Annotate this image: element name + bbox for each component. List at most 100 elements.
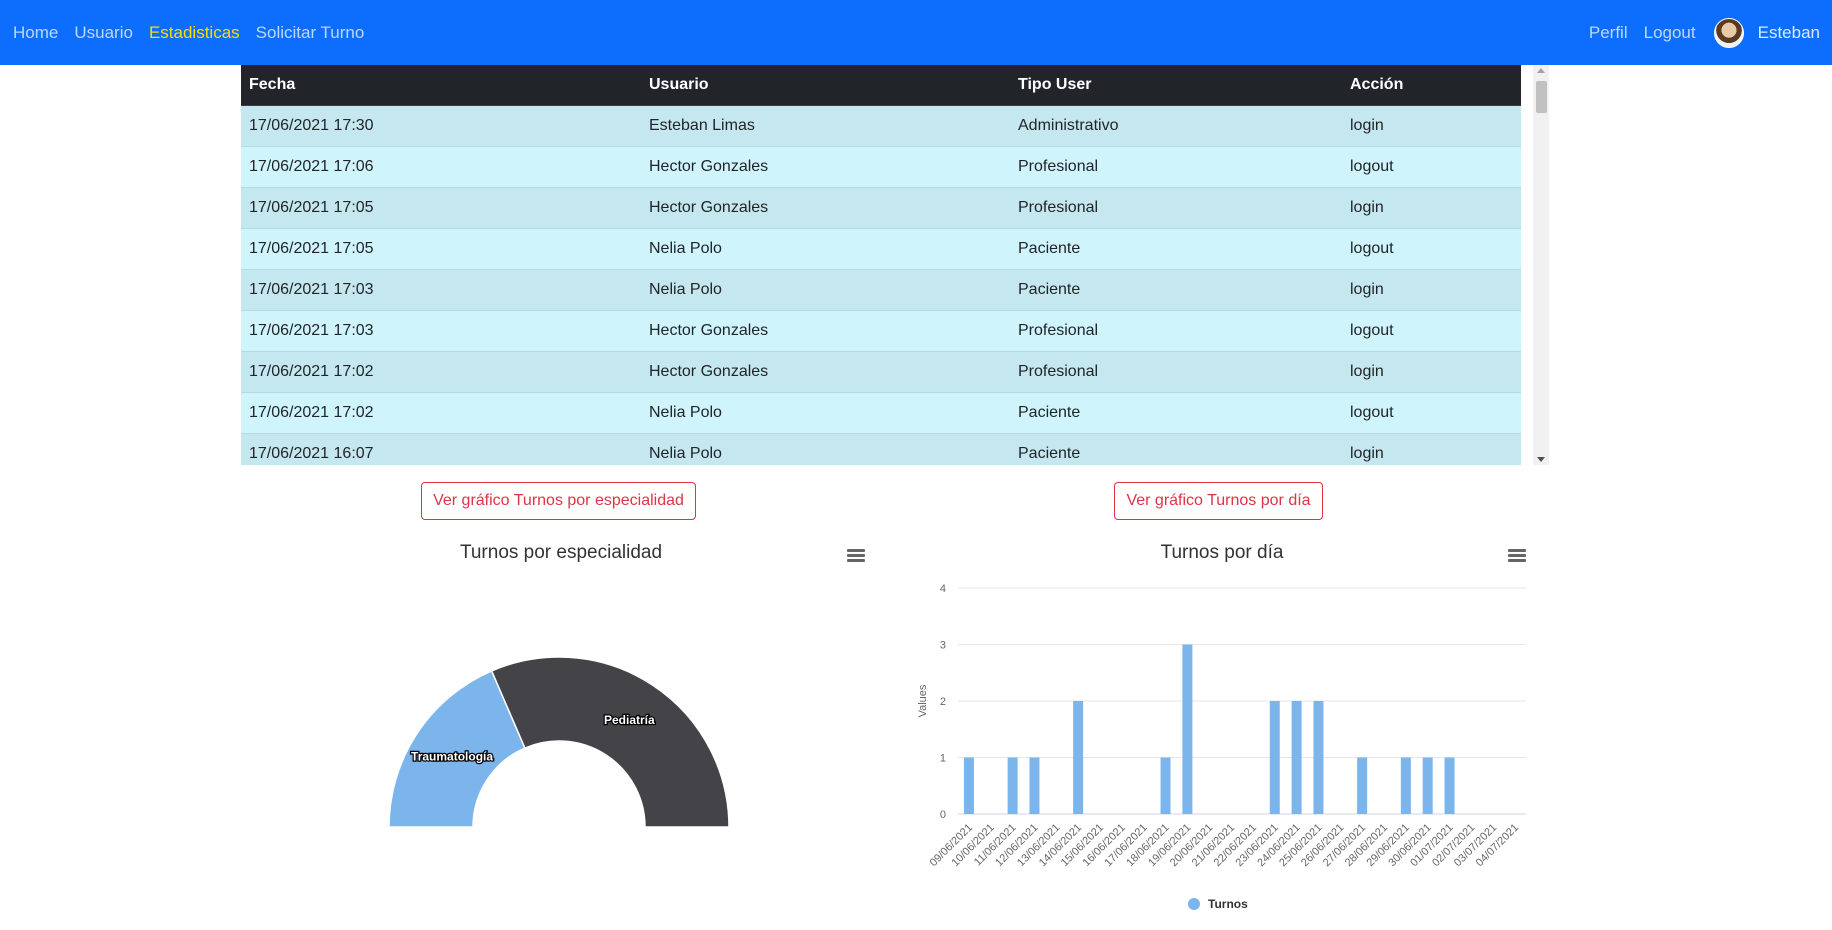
y-tick-label: 1 xyxy=(940,753,946,765)
cell-tipo-user: Administrativo xyxy=(1010,104,1342,146)
cell-fecha: 17/06/2021 17:03 xyxy=(241,309,641,351)
cell-tipo-user: Profesional xyxy=(1010,350,1342,392)
cell-accion: login xyxy=(1342,432,1521,465)
cell-tipo-user: Paciente xyxy=(1010,268,1342,310)
table-row: 17/06/2021 17:02 Hector Gonzales Profesi… xyxy=(241,350,1521,392)
cell-fecha: 17/06/2021 17:03 xyxy=(241,268,641,310)
table-row: 17/06/2021 17:06 Hector Gonzales Profesi… xyxy=(241,145,1521,187)
cell-usuario: Nelia Polo xyxy=(641,391,1010,433)
cell-tipo-user: Paciente xyxy=(1010,432,1342,465)
cell-accion: login xyxy=(1342,350,1521,392)
bar[interactable] xyxy=(1269,701,1280,814)
column-header-accion: Acción xyxy=(1342,65,1521,106)
bar[interactable] xyxy=(1313,701,1324,814)
bar[interactable] xyxy=(1291,701,1302,814)
cell-fecha: 17/06/2021 17:06 xyxy=(241,145,641,187)
especialidad-chart-svg: Traumatología Pediatría xyxy=(388,656,730,828)
bar[interactable] xyxy=(1444,757,1455,815)
column-header-tipo-user: Tipo User xyxy=(1010,65,1342,106)
table-row: 17/06/2021 16:07 Nelia Polo Paciente log… xyxy=(241,432,1521,465)
bar[interactable] xyxy=(1182,644,1193,815)
dia-chart-panel: Turnos por día 0 1 2 3 4 Values 09/06/2021 10/0… xyxy=(902,535,1542,925)
especialidad-chart-panel: Turnos por especialidad Traumatología Ped… xyxy=(241,535,881,925)
cell-accion: logout xyxy=(1342,145,1521,187)
cell-tipo-user: Profesional xyxy=(1010,186,1342,228)
cell-accion: logout xyxy=(1342,227,1521,269)
cell-fecha: 17/06/2021 17:05 xyxy=(241,186,641,228)
cell-accion: logout xyxy=(1342,391,1521,433)
log-table-container: Fecha Usuario Tipo User Acción 17/06/202… xyxy=(241,65,1549,465)
nav-left: Home Usuario Estadisticas Solicitar Turn… xyxy=(13,0,380,65)
cell-accion: login xyxy=(1342,186,1521,228)
scroll-thumb[interactable] xyxy=(1536,81,1547,113)
y-tick-label: 4 xyxy=(940,583,946,595)
cell-accion: login xyxy=(1342,104,1521,146)
legend-marker[interactable] xyxy=(1188,898,1200,910)
bar[interactable] xyxy=(1160,757,1171,815)
nav-link-estadisticas-label: Estadisticas xyxy=(148,22,240,42)
cell-usuario: Nelia Polo xyxy=(641,227,1010,269)
y-tick-label: 2 xyxy=(940,696,946,708)
table-row: 17/06/2021 17:03 Hector Gonzales Profesi… xyxy=(241,309,1521,351)
nav-link-perfil[interactable]: Perfil xyxy=(1588,22,1628,42)
pie-slice-label-0: Traumatología xyxy=(411,750,493,764)
cell-usuario: Hector Gonzales xyxy=(641,350,1010,392)
ver-grafico-dia-button[interactable]: Ver gráfico Turnos por día xyxy=(1114,482,1323,520)
cell-usuario: Hector Gonzales xyxy=(641,309,1010,351)
pie-slice-1[interactable] xyxy=(490,656,730,828)
cell-fecha: 17/06/2021 17:02 xyxy=(241,391,641,433)
pie-slice-label-1: Pediatría xyxy=(604,713,655,727)
cell-accion: login xyxy=(1342,268,1521,310)
cell-usuario: Hector Gonzales xyxy=(641,186,1010,228)
nav-link-estadisticas[interactable]: Estadisticas xyxy=(149,23,240,43)
bar[interactable] xyxy=(1357,757,1368,815)
cell-usuario: Nelia Polo xyxy=(641,432,1010,465)
cell-fecha: 17/06/2021 17:05 xyxy=(241,227,641,269)
y-axis-label: Values xyxy=(917,684,929,717)
dia-chart-svg: 01234Values09/06/202110/06/202111/06/202… xyxy=(917,583,1526,911)
cell-usuario: Hector Gonzales xyxy=(641,145,1010,187)
nav-link-usuario[interactable]: Usuario xyxy=(74,22,133,42)
bar[interactable] xyxy=(1400,757,1411,815)
user-name[interactable]: Esteban xyxy=(1757,22,1820,42)
cell-fecha: 17/06/2021 16:07 xyxy=(241,432,641,465)
especialidad-chart-menu-icon[interactable] xyxy=(847,549,865,563)
cell-tipo-user: Paciente xyxy=(1010,391,1342,433)
bar[interactable] xyxy=(1007,757,1018,815)
table-row: 17/06/2021 17:05 Nelia Polo Paciente log… xyxy=(241,227,1521,269)
cell-usuario: Esteban Limas xyxy=(641,104,1010,146)
nav-right: Perfil Logout Esteban xyxy=(1573,0,1820,65)
nav-link-solicitar-turno[interactable]: Solicitar Turno xyxy=(255,22,365,42)
cell-tipo-user: Paciente xyxy=(1010,227,1342,269)
bar[interactable] xyxy=(1029,757,1040,815)
dia-chart-menu-icon[interactable] xyxy=(1508,549,1526,563)
avatar[interactable] xyxy=(1713,17,1744,48)
column-header-fecha: Fecha xyxy=(241,65,641,106)
navbar: Home Usuario Estadisticas Solicitar Turn… xyxy=(0,0,1832,65)
table-row: 17/06/2021 17:05 Hector Gonzales Profesi… xyxy=(241,186,1521,228)
cell-accion: logout xyxy=(1342,309,1521,351)
cell-fecha: 17/06/2021 17:02 xyxy=(241,350,641,392)
column-header-usuario: Usuario xyxy=(641,65,1010,106)
legend-label[interactable]: Turnos xyxy=(1208,897,1248,911)
bar[interactable] xyxy=(1422,757,1433,815)
pie-slice-0[interactable] xyxy=(388,669,526,828)
cell-fecha: 17/06/2021 17:30 xyxy=(241,104,641,146)
ver-grafico-especialidad-button[interactable]: Ver gráfico Turnos por especialidad xyxy=(421,482,696,520)
table-scrollbar[interactable] xyxy=(1533,65,1549,465)
table-header-row: Fecha Usuario Tipo User Acción xyxy=(241,65,1521,106)
bar[interactable] xyxy=(963,757,974,815)
nav-link-logout[interactable]: Logout xyxy=(1643,22,1696,42)
cell-tipo-user: Profesional xyxy=(1010,145,1342,187)
cell-tipo-user: Profesional xyxy=(1010,309,1342,351)
table-row: 17/06/2021 17:02 Nelia Polo Paciente log… xyxy=(241,391,1521,433)
cell-usuario: Nelia Polo xyxy=(641,268,1010,310)
scroll-down-arrow-icon[interactable] xyxy=(1537,457,1545,462)
nav-link-home[interactable]: Home xyxy=(13,22,59,42)
bar[interactable] xyxy=(1073,701,1084,814)
especialidad-chart-title: Turnos por especialidad xyxy=(459,542,663,563)
table-row: 17/06/2021 17:30 Esteban Limas Administr… xyxy=(241,104,1521,146)
y-tick-label: 0 xyxy=(940,809,946,821)
scroll-up-arrow-icon[interactable] xyxy=(1537,68,1545,73)
log-table: Fecha Usuario Tipo User Acción 17/06/202… xyxy=(241,65,1521,465)
